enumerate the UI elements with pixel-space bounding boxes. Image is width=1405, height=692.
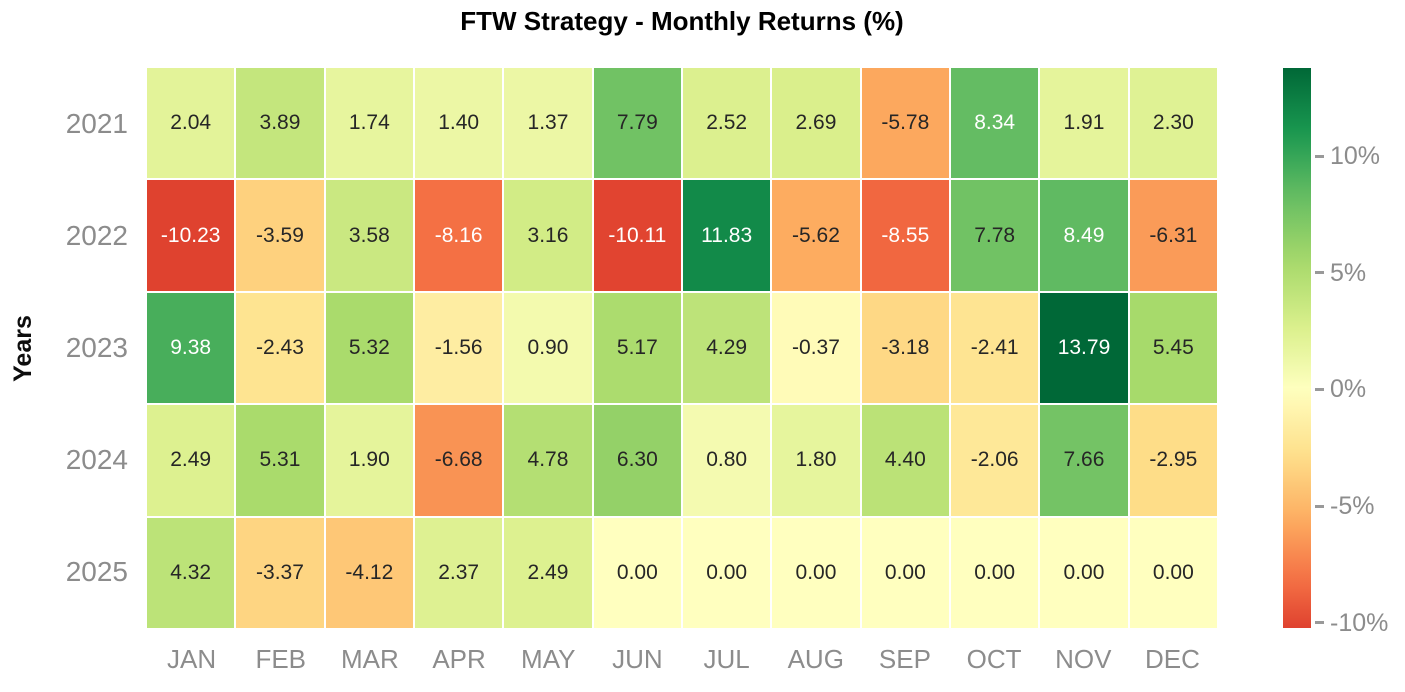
heatmap-cell-2025-MAR: -4.12 (325, 517, 413, 628)
month-label-OCT: OCT (966, 644, 1022, 674)
month-label-DEC: DEC (1144, 644, 1200, 674)
heatmap-cell-2025-NOV: 0.00 (1040, 517, 1128, 628)
heatmap-cell-2025-SEP: 0.00 (861, 517, 949, 628)
heatmap-cell-2023-JUN: 5.17 (593, 292, 681, 404)
heatmap-cell-2022-APR: -8.16 (415, 180, 503, 291)
heatmap-cell-2025-FEB: -3.37 (236, 517, 324, 628)
month-label-JUN: JUN (612, 644, 663, 674)
heatmap-cell-2023-OCT: -2.41 (951, 292, 1039, 404)
heatmap-cell-2024-NOV: 7.66 (1040, 405, 1128, 516)
heatmap-cell-2025-APR: 2.37 (415, 517, 503, 628)
heatmap-cell-2023-MAY: 0.90 (504, 292, 592, 404)
heatmap-cell-2022-JUL: 11.83 (683, 180, 771, 291)
heatmap-cell-2021-FEB: 3.89 (236, 68, 324, 179)
heatmap-cell-2021-DEC: 2.30 (1129, 68, 1217, 179)
month-label-NOV: NOV (1055, 644, 1112, 674)
year-label-2024: 2024 (65, 444, 128, 475)
colorbar-tick-mark-0% (1315, 387, 1324, 391)
month-label-AUG: AUG (787, 644, 844, 674)
year-label-2021: 2021 (65, 108, 128, 139)
heatmap-cell-2024-SEP: 4.40 (861, 405, 949, 516)
heatmap-cell-2021-JAN: 2.04 (147, 68, 235, 179)
colorbar-tick-mark--5% (1315, 504, 1324, 508)
heatmap-cell-2021-OCT: 8.34 (951, 68, 1039, 179)
heatmap-cell-2024-DEC: -2.95 (1129, 405, 1217, 516)
heatmap-cell-2021-SEP: -5.78 (861, 68, 949, 179)
heatmap-cell-2021-AUG: 2.69 (772, 68, 860, 179)
colorbar-tick-label-0%: 0% (1330, 375, 1367, 404)
heatmap-cell-2023-JUL: 4.29 (683, 292, 771, 404)
month-label-FEB: FEB (255, 644, 307, 674)
heatmap-cell-2025-OCT: 0.00 (951, 517, 1039, 628)
heatmap-cell-2021-JUN: 7.79 (593, 68, 681, 179)
heatmap-cell-2024-MAR: 1.90 (325, 405, 413, 516)
heatmap-cell-2022-OCT: 7.78 (951, 180, 1039, 291)
heatmap-cell-2024-OCT: -2.06 (951, 405, 1039, 516)
heatmap-cell-2024-APR: -6.68 (415, 405, 503, 516)
heatmap-cell-2024-JUL: 0.80 (683, 405, 771, 516)
heatmap-cell-2021-JUL: 2.52 (683, 68, 771, 179)
month-label-MAR: MAR (341, 644, 399, 674)
heatmap-cell-2024-AUG: 1.80 (772, 405, 860, 516)
heatmap-cell-2023-NOV: 13.79 (1040, 292, 1128, 404)
heatmap-cell-2023-SEP: -3.18 (861, 292, 949, 404)
heatmap-cell-2022-FEB: -3.59 (236, 180, 324, 291)
colorbar-tick-mark-10% (1315, 154, 1324, 158)
colorbar-tick-label--5%: -5% (1330, 492, 1375, 521)
year-label-2022: 2022 (65, 220, 128, 251)
year-label-2023: 2023 (65, 332, 128, 363)
heatmap-cell-2021-NOV: 1.91 (1040, 68, 1128, 179)
colorbar-tick-mark-5% (1315, 271, 1324, 275)
heatmap-grid: 2.04 3.89 1.74 1.40 1.37 7.79 2.52 2.69 -5.78 8.3… (147, 68, 1217, 628)
heatmap-cell-2025-AUG: 0.00 (772, 517, 860, 628)
heatmap-cell-2024-JUN: 6.30 (593, 405, 681, 516)
heatmap-cell-2023-DEC: 5.45 (1129, 292, 1217, 404)
heatmap-cell-2022-JAN: -10.23 (147, 180, 235, 291)
month-label-APR: APR (432, 644, 486, 674)
heatmap-cell-2023-AUG: -0.37 (772, 292, 860, 404)
month-label-MAY: MAY (521, 644, 576, 674)
colorbar-tick-label-10%: 10% (1330, 142, 1381, 171)
colorbar-gradient (1283, 68, 1311, 628)
heatmap-cell-2023-JAN: 9.38 (147, 292, 235, 404)
heatmap-cell-2025-JUL: 0.00 (683, 517, 771, 628)
heatmap-cell-2024-MAY: 4.78 (504, 405, 592, 516)
heatmap-cell-2023-FEB: -2.43 (236, 292, 324, 404)
heatmap-cell-2022-JUN: -10.11 (593, 180, 681, 291)
heatmap-cell-2025-MAY: 2.49 (504, 517, 592, 628)
month-label-JAN: JAN (167, 644, 217, 674)
heatmap-cell-2022-MAY: 3.16 (504, 180, 592, 291)
colorbar-tick-label-5%: 5% (1330, 258, 1367, 287)
heatmap-cell-2022-DEC: -6.31 (1129, 180, 1217, 291)
heatmap-cell-2021-MAR: 1.74 (325, 68, 413, 179)
heatmap-cell-2025-DEC: 0.00 (1129, 517, 1217, 628)
heatmap-cell-2025-JUN: 0.00 (593, 517, 681, 628)
heatmap-cell-2023-MAR: 5.32 (325, 292, 413, 404)
heatmap-cell-2022-SEP: -8.55 (861, 180, 949, 291)
month-label-SEP: SEP (878, 644, 931, 674)
heatmap-cell-2025-JAN: 4.32 (147, 517, 235, 628)
heatmap-cell-2021-MAY: 1.37 (504, 68, 592, 179)
colorbar-tick-label--10%: -10% (1330, 608, 1389, 637)
heatmap-cell-2022-MAR: 3.58 (325, 180, 413, 291)
heatmap-cell-2022-AUG: -5.62 (772, 180, 860, 291)
heatmap-cell-2021-APR: 1.40 (415, 68, 503, 179)
heatmap-cell-2024-FEB: 5.31 (236, 405, 324, 516)
heatmap-cell-2023-APR: -1.56 (415, 292, 503, 404)
year-label-2025: 2025 (65, 556, 128, 587)
chart-title: FTW Strategy - Monthly Returns (%) (460, 6, 904, 36)
month-label-JUL: JUL (703, 644, 750, 674)
colorbar-tick-mark--10% (1315, 621, 1324, 625)
heatmap-cell-2022-NOV: 8.49 (1040, 180, 1128, 291)
heatmap-cell-2024-JAN: 2.49 (147, 405, 235, 516)
